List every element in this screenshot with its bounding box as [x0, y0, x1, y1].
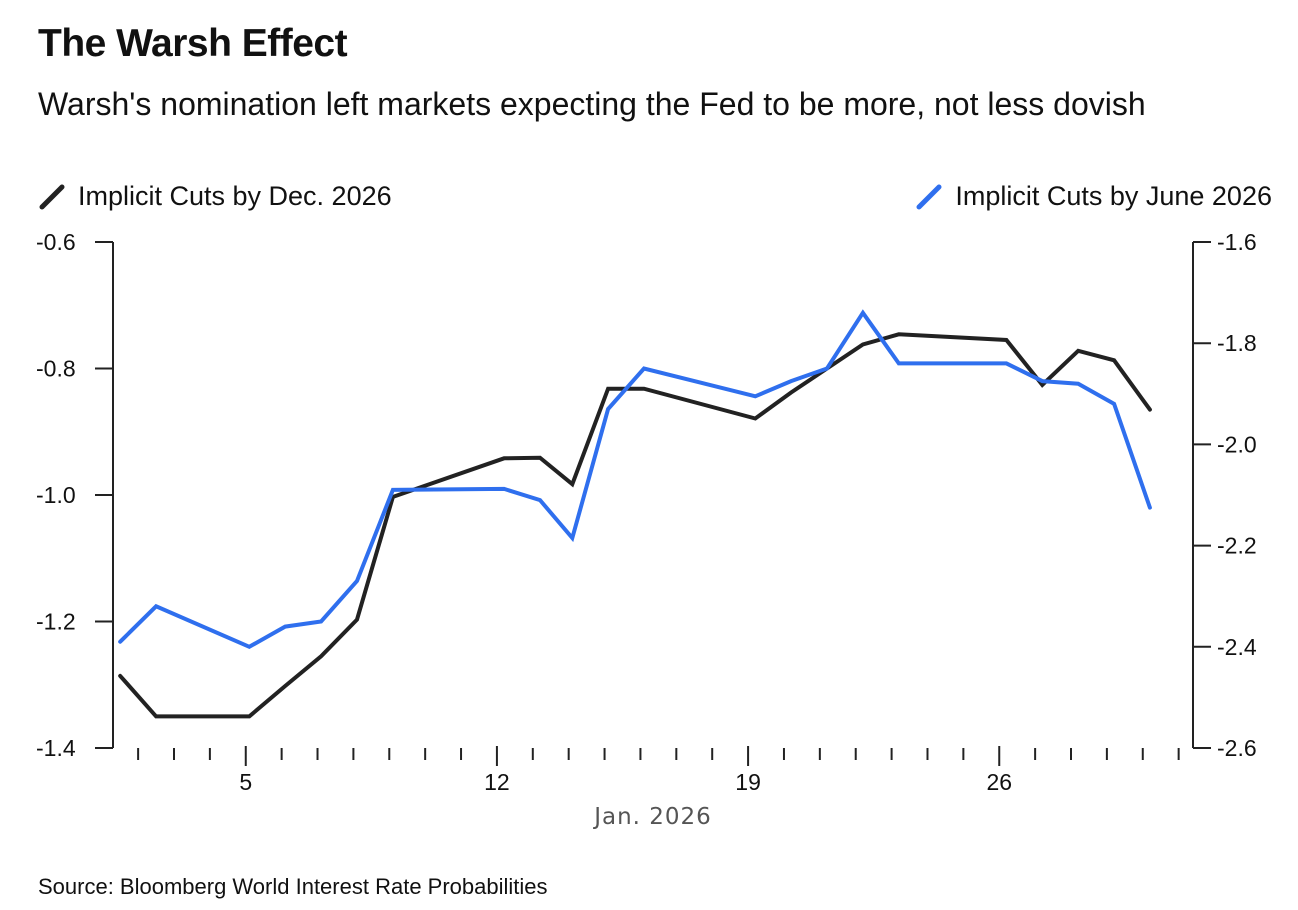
x-tick-label: 26 [986, 769, 1012, 795]
legend-item-june-2026: Implicit Cuts by June 2026 [915, 181, 1272, 212]
legend-label-dec-2026: Implicit Cuts by Dec. 2026 [78, 181, 392, 211]
right-y-tick-label: -1.8 [1217, 330, 1257, 356]
right-y-tick-label: -2.0 [1217, 431, 1257, 457]
x-axis-title: Jan. 2026 [592, 804, 712, 830]
source-note: Source: Bloomberg World Interest Rate Pr… [38, 874, 548, 899]
series-line-june-2026 [118, 309, 1152, 650]
x-tick-label: 12 [484, 769, 510, 795]
right-y-tick-label: -2.2 [1217, 533, 1257, 559]
legend-swatch-dec-2026 [39, 184, 65, 209]
left-y-tick-label: -0.6 [36, 229, 76, 255]
chart-title: The Warsh Effect [38, 22, 348, 65]
right-y-tick-label: -2.4 [1217, 634, 1257, 660]
series-line-dec-2026 [118, 332, 1152, 719]
right-y-tick-label: -1.6 [1217, 229, 1257, 255]
legend-label-june-2026: Implicit Cuts by June 2026 [955, 181, 1272, 211]
left-y-tick-label: -1.4 [36, 735, 76, 761]
x-tick-label: 5 [239, 769, 252, 795]
left-y-tick-label: -1.2 [36, 609, 76, 635]
chart-subtitle: Warsh's nomination left markets expectin… [38, 86, 1146, 122]
legend-item-dec-2026: Implicit Cuts by Dec. 2026 [38, 181, 392, 212]
right-y-tick-label: -2.6 [1217, 735, 1257, 761]
left-y-tick-label: -1.0 [36, 482, 76, 508]
left-y-tick-label: -0.8 [36, 356, 76, 382]
legend-swatch-june-2026 [916, 184, 942, 209]
x-tick-label: 19 [735, 769, 761, 795]
